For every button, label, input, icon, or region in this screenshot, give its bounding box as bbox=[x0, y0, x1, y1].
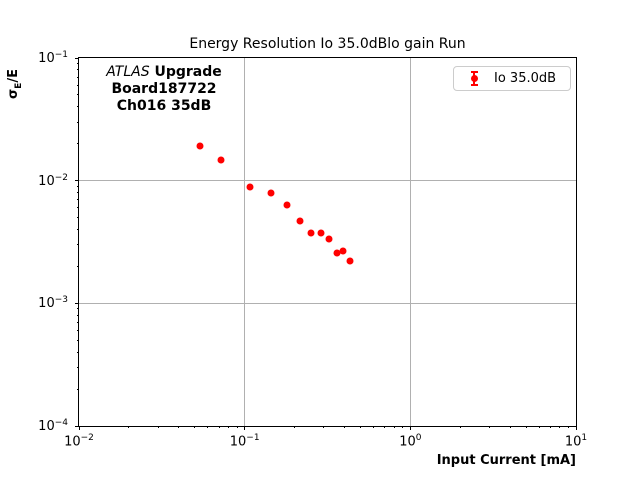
y-minor-tick bbox=[77, 199, 79, 201]
x-minor-tick bbox=[509, 426, 511, 428]
x-major-tick bbox=[575, 426, 577, 430]
y-major-tick bbox=[75, 180, 79, 182]
annotation-atlas: ATLAS bbox=[106, 64, 150, 80]
gridline-y bbox=[79, 302, 576, 304]
y-tick-label: 10−3 bbox=[38, 295, 68, 312]
legend-box: Io 35.0dB bbox=[453, 66, 571, 91]
data-point bbox=[307, 229, 315, 237]
x-minor-tick bbox=[459, 426, 461, 428]
y-minor-tick bbox=[77, 185, 79, 187]
y-minor-tick bbox=[77, 143, 79, 145]
y-minor-tick bbox=[77, 121, 79, 123]
x-axis-label: Input Current [mA] bbox=[436, 453, 576, 468]
annotation-line-3: Ch016 35dB bbox=[116, 98, 212, 114]
annotation-upgrade: Upgrade bbox=[154, 64, 222, 80]
y-minor-tick bbox=[77, 94, 79, 96]
y-minor-tick bbox=[77, 366, 79, 368]
legend-label: Io 35.0dB bbox=[494, 71, 557, 86]
x-major-tick bbox=[409, 426, 411, 430]
x-minor-tick bbox=[373, 426, 375, 428]
x-minor-tick bbox=[549, 426, 551, 428]
y-minor-tick bbox=[77, 69, 79, 71]
x-minor-tick bbox=[567, 426, 569, 428]
y-minor-tick bbox=[77, 192, 79, 194]
x-minor-tick bbox=[384, 426, 386, 428]
y-minor-tick bbox=[77, 84, 79, 86]
x-minor-tick bbox=[178, 426, 180, 428]
x-major-tick bbox=[244, 426, 246, 430]
y-major-tick bbox=[75, 425, 79, 427]
y-minor-tick bbox=[77, 330, 79, 332]
data-point bbox=[196, 142, 204, 150]
chart-title: Energy Resolution Io 35.0dBlo gain Run bbox=[189, 36, 466, 52]
y-minor-tick bbox=[77, 63, 79, 65]
x-minor-tick bbox=[157, 426, 159, 428]
x-major-tick bbox=[78, 426, 80, 430]
data-point bbox=[217, 156, 225, 164]
x-minor-tick bbox=[236, 426, 238, 428]
y-minor-tick bbox=[77, 321, 79, 323]
data-point bbox=[317, 229, 325, 237]
y-major-tick bbox=[75, 302, 79, 304]
y-minor-tick bbox=[77, 207, 79, 209]
x-tick-label: 101 bbox=[564, 433, 588, 450]
y-minor-tick bbox=[77, 244, 79, 246]
y-tick-label: 10−1 bbox=[38, 49, 68, 67]
y-tick-label: 10−2 bbox=[38, 172, 68, 189]
y-minor-tick bbox=[77, 76, 79, 78]
y-major-tick bbox=[75, 57, 79, 59]
gridline-x bbox=[409, 58, 411, 426]
y-minor-tick bbox=[77, 106, 79, 108]
x-minor-tick bbox=[525, 426, 527, 428]
data-point bbox=[296, 217, 304, 225]
x-minor-tick bbox=[393, 426, 395, 428]
legend-errorbar-marker-icon bbox=[454, 67, 494, 90]
data-point bbox=[325, 235, 333, 243]
annotation-line-2: Board187722 bbox=[111, 81, 217, 97]
x-minor-tick bbox=[343, 426, 345, 428]
y-minor-tick bbox=[77, 308, 79, 310]
y-minor-tick bbox=[77, 228, 79, 230]
x-minor-tick bbox=[488, 426, 490, 428]
x-minor-tick bbox=[294, 426, 296, 428]
x-minor-tick bbox=[402, 426, 404, 428]
y-minor-tick bbox=[77, 339, 79, 341]
y-minor-tick bbox=[77, 351, 79, 353]
x-minor-tick bbox=[559, 426, 561, 428]
data-point bbox=[246, 183, 254, 191]
x-minor-tick bbox=[538, 426, 540, 428]
gridline-y bbox=[79, 180, 576, 182]
y-minor-tick bbox=[77, 217, 79, 219]
x-minor-tick bbox=[359, 426, 361, 428]
data-point bbox=[283, 201, 291, 209]
x-minor-tick bbox=[194, 426, 196, 428]
y-minor-tick bbox=[77, 314, 79, 316]
annotation-block: ATLAS Upgrade Board187722 Ch016 35dB bbox=[98, 64, 230, 115]
y-tick-label: 10−4 bbox=[38, 417, 68, 435]
data-point bbox=[346, 257, 354, 265]
x-minor-tick bbox=[128, 426, 130, 428]
x-minor-tick bbox=[207, 426, 209, 428]
x-minor-tick bbox=[228, 426, 230, 428]
y-minor-tick bbox=[77, 265, 79, 267]
gridline-x bbox=[244, 58, 246, 426]
data-point bbox=[333, 249, 341, 257]
data-point bbox=[339, 247, 347, 255]
x-tick-label: 10−2 bbox=[64, 433, 94, 450]
x-minor-tick bbox=[218, 426, 220, 428]
data-point bbox=[267, 189, 275, 197]
x-tick-label: 10−1 bbox=[229, 433, 260, 450]
annotation-line-1: ATLAS Upgrade bbox=[98, 64, 230, 81]
y-axis-label: σE/E bbox=[6, 69, 24, 99]
y-minor-tick bbox=[77, 388, 79, 390]
x-minor-tick bbox=[323, 426, 325, 428]
x-tick-label: 100 bbox=[399, 433, 422, 450]
